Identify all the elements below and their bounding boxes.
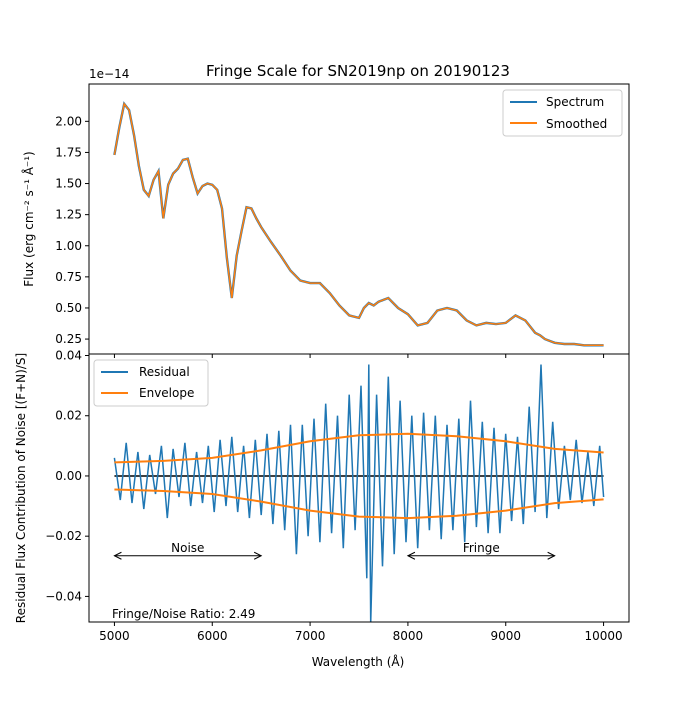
bottom-y-tick-label: −0.04 — [45, 589, 82, 603]
top-y-tick-label: 1.50 — [55, 177, 82, 191]
legend-label-residual: Residual — [139, 365, 190, 379]
bottom-y-axis-label: Residual Flux Contribution of Noise [(F+… — [14, 353, 28, 623]
bottom-y-ticks: −0.04 −0.02 0.00 0.02 0.04 — [45, 349, 89, 603]
bottom-y-tick-label: 0.04 — [55, 349, 82, 363]
arrow-head-left — [406, 551, 416, 560]
top-legend: Spectrum Smoothed — [502, 89, 623, 137]
bottom-legend: Residual Envelope — [93, 359, 209, 407]
x-axis-label: Wavelength (Å) — [312, 654, 405, 669]
top-y-tick-label: 0.75 — [55, 270, 82, 284]
top-plot-area — [113, 101, 604, 347]
x-tick-label: 9000 — [490, 629, 521, 643]
top-y-tick-label: 1.25 — [55, 208, 82, 222]
series-line-spectrum — [113, 101, 604, 347]
bottom-y-tick-label: 0.02 — [55, 409, 82, 423]
x-ticks: 5000 6000 7000 8000 9000 10000 — [99, 622, 623, 643]
top-y-tick-label: 1.75 — [55, 145, 82, 159]
top-y-ticks: 0.25 0.50 0.75 1.00 1.25 1.50 1.75 2.00 — [55, 114, 605, 358]
bottom-plot-area — [113, 364, 605, 622]
top-offset-text: 1e−14 — [89, 67, 129, 81]
legend-label-envelope: Envelope — [139, 386, 194, 400]
fringe-noise-ratio: Fringe/Noise Ratio: 2.49 — [112, 607, 255, 621]
top-y-tick-label: 2.00 — [55, 114, 82, 128]
top-y-axis-label: Flux (erg cm⁻² s⁻¹ Å⁻¹) — [21, 151, 36, 286]
bottom-y-tick-label: −0.02 — [45, 529, 82, 543]
bottom-axes-frame — [88, 353, 630, 623]
x-tick-label: 6000 — [197, 629, 228, 643]
top-y-tick-label: 0.25 — [55, 332, 82, 346]
series-line-smoothed — [113, 102, 604, 347]
x-tick-label: 5000 — [99, 629, 130, 643]
x-tick-label: 7000 — [295, 629, 326, 643]
bottom-y-tick-label: 0.00 — [55, 469, 82, 483]
legend-label-spectrum: Spectrum — [546, 95, 604, 109]
top-y-tick-label: 1.00 — [55, 239, 82, 253]
arrow-head-right — [253, 551, 263, 560]
chart-title: Fringe Scale for SN2019np on 20190123 — [206, 62, 510, 80]
annotation-label-fringe: Fringe — [463, 541, 500, 555]
annotation-label-noise: Noise — [171, 541, 204, 555]
x-tick-label: 8000 — [393, 629, 424, 643]
series-line-envelope-lower — [114, 488, 604, 520]
series-line-envelope-upper — [114, 432, 604, 464]
arrow-head-left — [113, 551, 122, 560]
annotations: Noise Fringe — [113, 541, 556, 560]
top-y-tick-label: 0.50 — [55, 301, 82, 315]
legend-label-smoothed: Smoothed — [546, 117, 607, 131]
series-line-residual — [113, 364, 605, 622]
x-tick-label: 10000 — [584, 629, 622, 643]
arrow-head-right — [547, 551, 556, 560]
